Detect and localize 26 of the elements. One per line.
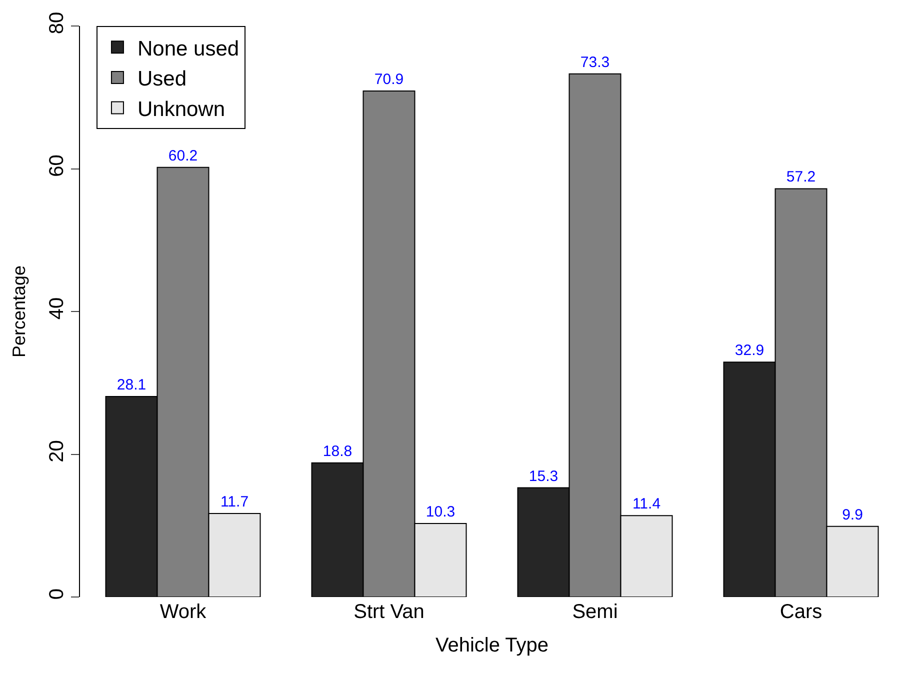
- legend-label: Unknown: [137, 98, 226, 121]
- data-label: 9.9: [842, 506, 863, 524]
- x-tick-label: Semi: [572, 601, 618, 623]
- data-label: 28.1: [116, 376, 146, 394]
- data-label: 11.4: [632, 496, 661, 513]
- data-label: 73.3: [580, 54, 610, 71]
- legend-label: None used: [137, 37, 240, 60]
- data-label: 32.9: [734, 342, 764, 360]
- data-label: 57.2: [786, 168, 816, 186]
- x-axis-title: Vehicle Type: [435, 634, 549, 656]
- data-label: 11.7: [220, 493, 249, 510]
- data-label: 10.3: [426, 503, 456, 520]
- x-tick-label: Strt Van: [354, 601, 424, 623]
- data-label: 70.9: [374, 70, 404, 88]
- legend-label: Used: [137, 68, 187, 91]
- y-tick-label: 20: [46, 440, 68, 462]
- x-tick-label: Cars: [780, 601, 822, 623]
- data-label: 60.2: [168, 147, 198, 164]
- x-tick-label: Work: [160, 601, 208, 623]
- y-axis-title: Percentage: [9, 265, 30, 358]
- data-label: 15.3: [528, 468, 558, 485]
- y-tick-label: 0: [46, 588, 68, 600]
- y-tick-label: 40: [46, 297, 68, 320]
- data-label: 18.8: [322, 442, 352, 460]
- y-tick-label: 60: [46, 154, 68, 177]
- y-tick-label: 80: [46, 12, 68, 34]
